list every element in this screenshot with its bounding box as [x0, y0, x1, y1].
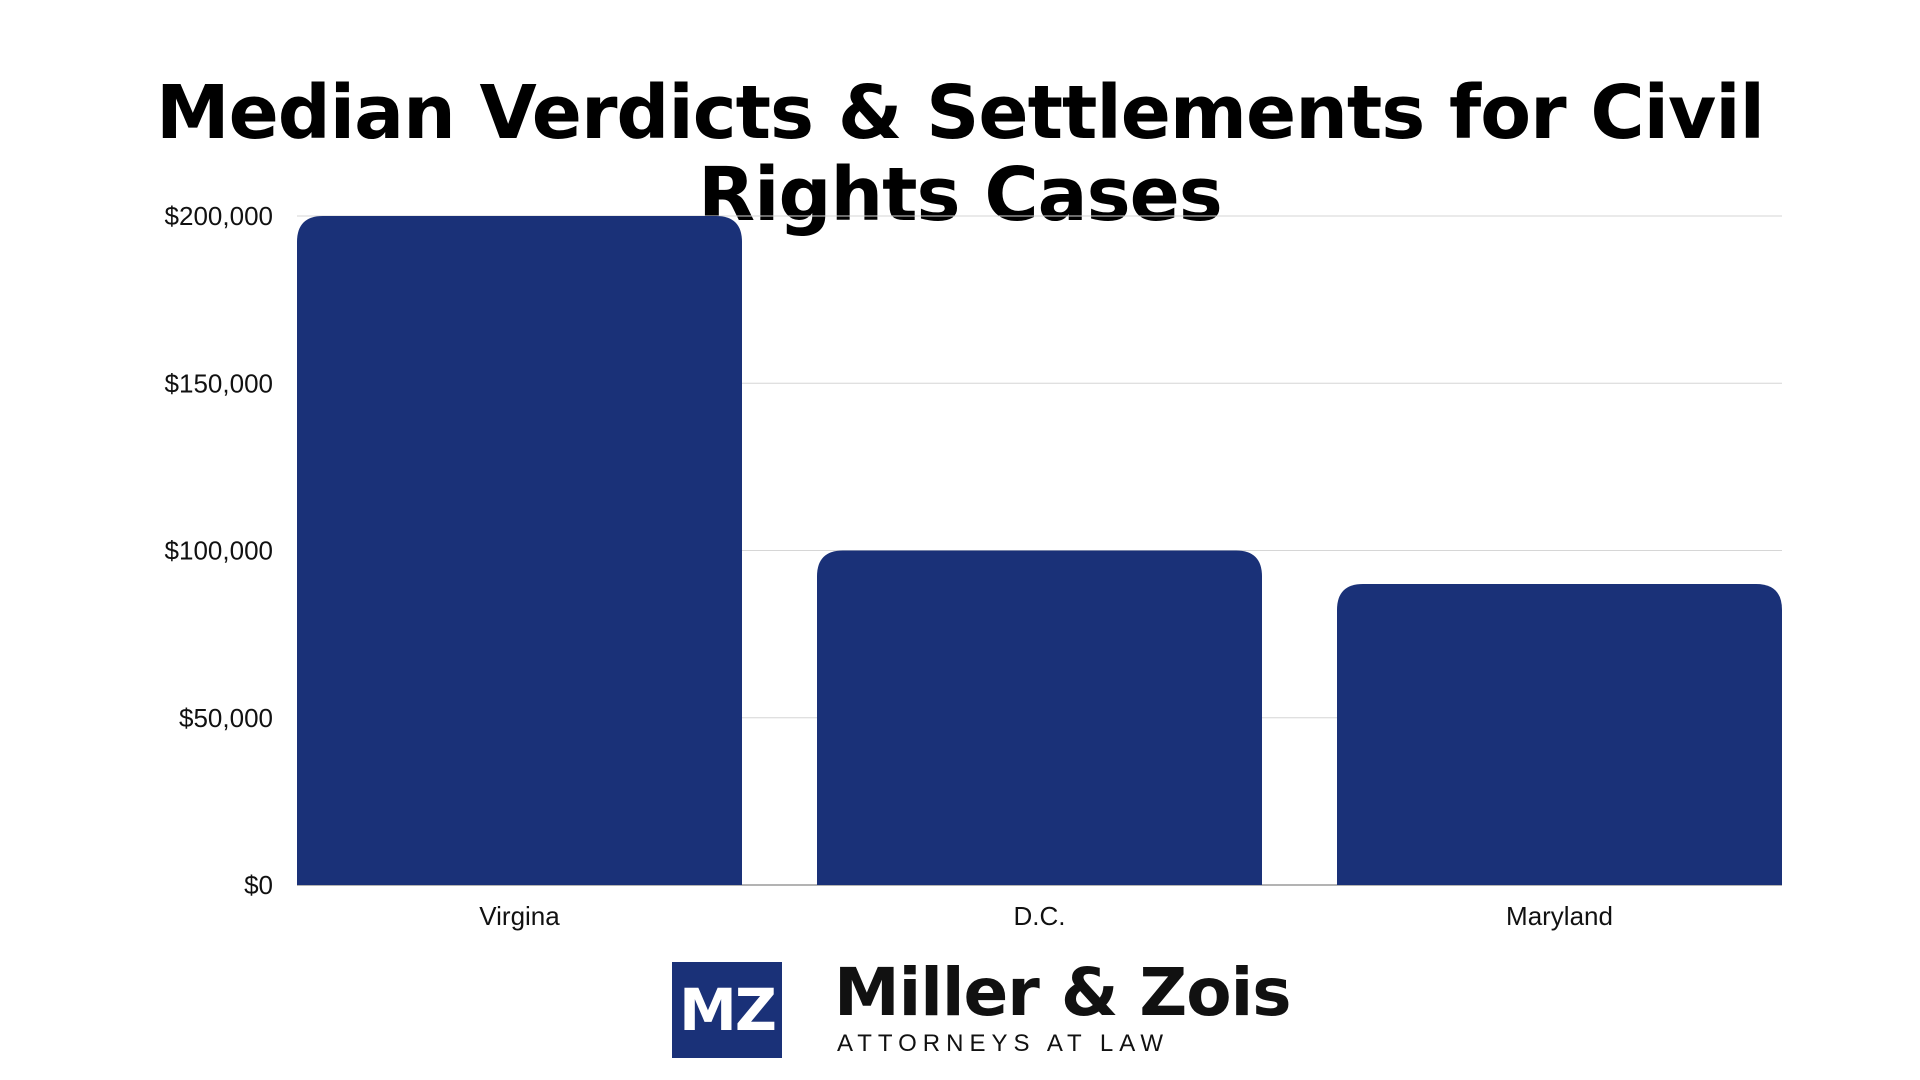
bar-chart: $0 $50,000 $100,000 $150,000 $200,000 Virgin… — [165, 201, 1782, 931]
y-tick-label: $50,000 — [179, 703, 273, 733]
x-tick-label: Maryland — [1506, 901, 1613, 931]
logo-firm-name: Miller & Zois — [834, 954, 1291, 1031]
y-tick-label: $0 — [244, 870, 273, 900]
x-tick-label: Virgina — [479, 901, 560, 931]
bar-d-c — [817, 550, 1262, 885]
bar-virgina — [297, 216, 742, 885]
x-tick-label: D.C. — [1014, 901, 1066, 931]
y-tick-label: $200,000 — [165, 201, 273, 231]
miller-zois-logo: MZ Miller & Zois ATTORNEYS AT LAW — [672, 956, 1291, 1058]
logo-tagline: ATTORNEYS AT LAW — [837, 1030, 1170, 1057]
bar-maryland — [1337, 583, 1782, 885]
chart-title: Median Verdicts & Settlements for Civil … — [0, 72, 1920, 236]
mz-logo-mark: MZ — [672, 962, 782, 1058]
chart-title-line-1: Median Verdicts & Settlements for Civil — [155, 69, 1765, 156]
y-tick-label: $150,000 — [165, 368, 273, 398]
y-axis-tick-labels: $0 $50,000 $100,000 $150,000 $200,000 — [165, 201, 273, 900]
x-axis-tick-labels: Virgina D.C. Maryland — [479, 901, 1613, 931]
bars — [297, 216, 1782, 885]
chart-title-line-2: Rights Cases — [698, 151, 1223, 238]
y-tick-label: $100,000 — [165, 536, 273, 566]
